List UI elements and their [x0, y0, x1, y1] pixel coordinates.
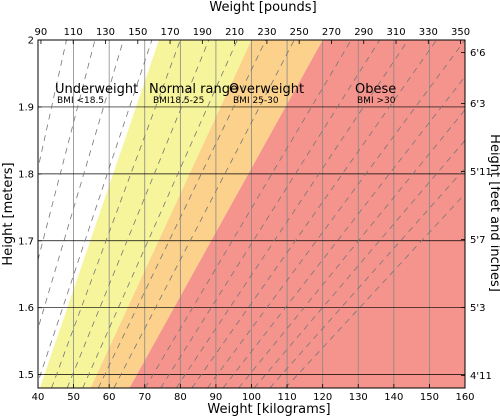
x-tick-label: 100	[242, 392, 261, 403]
bmi-guide-line	[160, 40, 380, 388]
y-tick-label: 1.7	[18, 236, 34, 247]
y-tick-label: 1.6	[18, 303, 34, 314]
zone-area-2	[90, 40, 323, 388]
grid-layer	[38, 40, 465, 388]
x-tick-label: 80	[174, 392, 187, 403]
bmi-guide-line	[38, 40, 67, 171]
y2-tick-label: 6'6	[470, 48, 485, 59]
x2-tick-label: 310	[386, 27, 405, 38]
x2-tick-label: 90	[35, 27, 48, 38]
x-tick-label: 60	[103, 392, 116, 403]
x-tick-label: 120	[313, 392, 332, 403]
y2-tick-label: 4'11	[470, 371, 492, 382]
zone-range-normal: BMI18.5-25	[153, 96, 204, 106]
bmi-guide-line	[175, 40, 409, 388]
x2-tick-label: 350	[451, 27, 470, 38]
x2-tick-label: 230	[257, 27, 276, 38]
y2-axis-title: Height [feet and inches]	[487, 134, 500, 292]
bmi-guide-line	[97, 40, 267, 388]
zone-label-overweight: Overweight	[229, 82, 304, 97]
zone-range-overweight: BMI 25-30	[233, 96, 279, 106]
x-tick-label: 50	[67, 392, 80, 403]
zone-range-obese: BMI >30	[357, 96, 396, 106]
zone-range-underweight: BMI <18.5	[57, 96, 104, 106]
x2-tick-label: 150	[128, 27, 147, 38]
bmi-guide-line	[82, 40, 238, 388]
bmi-guide-line	[38, 40, 124, 330]
zone-area-1	[39, 40, 252, 388]
x-tick-label: 140	[384, 392, 403, 403]
zone-label-normal: Normal range	[149, 82, 238, 97]
x2-tick-label: 210	[225, 27, 244, 38]
x2-axis-title: Weight [pounds]	[209, 0, 316, 15]
x2-tick-label: 290	[354, 27, 373, 38]
bmi-guide-line	[285, 193, 465, 388]
y2-tick-label: 5'3	[470, 303, 485, 314]
y2-tick-label: 6'3	[470, 99, 485, 110]
x-tick-label: 150	[420, 392, 439, 403]
x-tick-label: 40	[32, 392, 45, 403]
ticks-layer: 40 50 60 70 80 90 100 110 120 130 140 150 160 1.5 1.6 1…	[18, 27, 492, 403]
x2-tick-label: 130	[96, 27, 115, 38]
y-tick-label: 1.5	[18, 370, 34, 381]
bmi-guide-line	[144, 40, 352, 388]
x-tick-label: 70	[138, 392, 151, 403]
y-tick-label: 1.8	[18, 169, 34, 180]
bmi-guide-line	[51, 40, 181, 388]
y-tick-label: 1.9	[18, 102, 34, 113]
x2-tick-label: 110	[64, 27, 83, 38]
zone-label-obese: Obese	[355, 82, 396, 97]
zone-label-underweight: Underweight	[55, 82, 138, 97]
y2-tick-label: 5'11	[470, 167, 492, 178]
x2-tick-label: 250	[290, 27, 309, 38]
bmi-guide-line	[222, 75, 465, 388]
x2-tick-label: 270	[322, 27, 341, 38]
bmi-guides-layer	[38, 40, 465, 388]
zone-area-0	[38, 40, 159, 388]
bmi-guide-line	[38, 40, 96, 262]
x-tick-label: 130	[349, 392, 368, 403]
y-axis-title: Height [meters]	[1, 162, 16, 265]
x-tick-label: 90	[210, 392, 223, 403]
x2-tick-label: 170	[161, 27, 180, 38]
x2-tick-label: 190	[193, 27, 212, 38]
y-tick-label: 2	[28, 36, 34, 47]
bmi-guide-line	[269, 167, 465, 388]
x-tick-label: 160	[455, 392, 474, 403]
zones-layer	[38, 40, 465, 388]
x-tick-label: 110	[278, 392, 297, 403]
bmi-guide-line	[66, 40, 210, 388]
y2-tick-label: 5'7	[470, 235, 485, 246]
zone-area-3	[129, 40, 465, 388]
bmi-guide-line	[191, 40, 437, 388]
x-axis-title: Weight [kilograms]	[207, 402, 330, 417]
x2-tick-label: 330	[419, 27, 438, 38]
bmi-guide-line	[238, 109, 465, 388]
